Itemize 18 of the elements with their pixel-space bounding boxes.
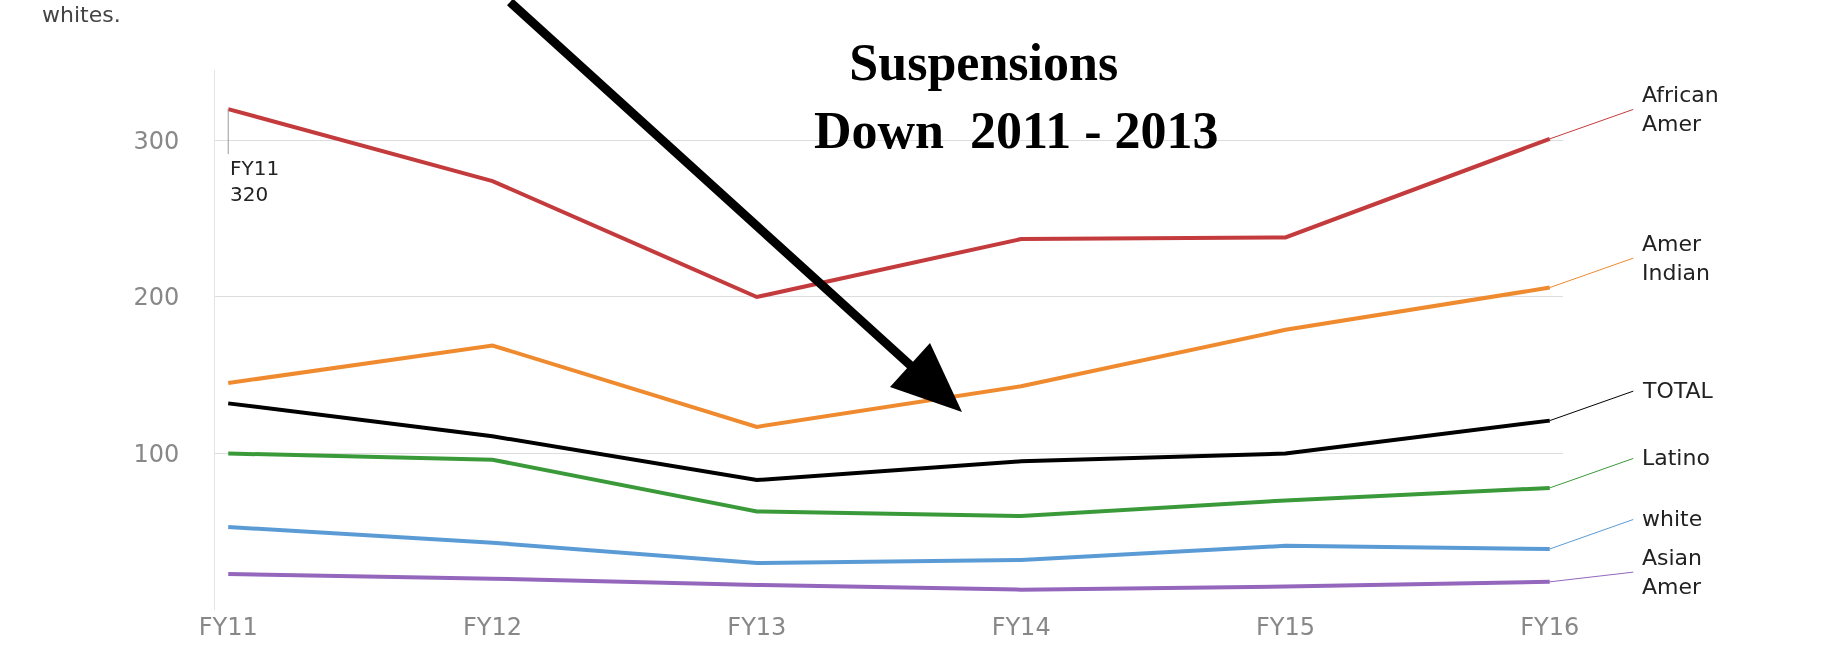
x-tick-label: FY11 — [198, 613, 258, 641]
x-tick-label: FY16 — [1520, 613, 1580, 641]
text: whites. — [42, 2, 121, 27]
y-tick-label: 200 — [133, 283, 180, 312]
x-tick-label: FY15 — [1255, 613, 1315, 641]
annotation: FY11 320 — [230, 156, 280, 206]
text: white — [1642, 506, 1703, 531]
legend-label: African Amer — [1642, 82, 1719, 136]
x-tick-label: FY12 — [463, 613, 523, 641]
legend-label: TOTAL — [1642, 378, 1714, 403]
legend-label: Asian Amer — [1642, 545, 1703, 599]
y-tick-label: 100 — [133, 439, 180, 468]
x-tick-label: FY14 — [991, 613, 1051, 641]
text: Latino — [1642, 445, 1710, 470]
y-tick-label: 300 — [133, 126, 180, 155]
x-tick-label: FY13 — [727, 613, 787, 641]
annotation: Suspensions Down 2011 - 2013 — [749, 34, 1219, 159]
legend-label: Amer Indian — [1642, 231, 1710, 285]
